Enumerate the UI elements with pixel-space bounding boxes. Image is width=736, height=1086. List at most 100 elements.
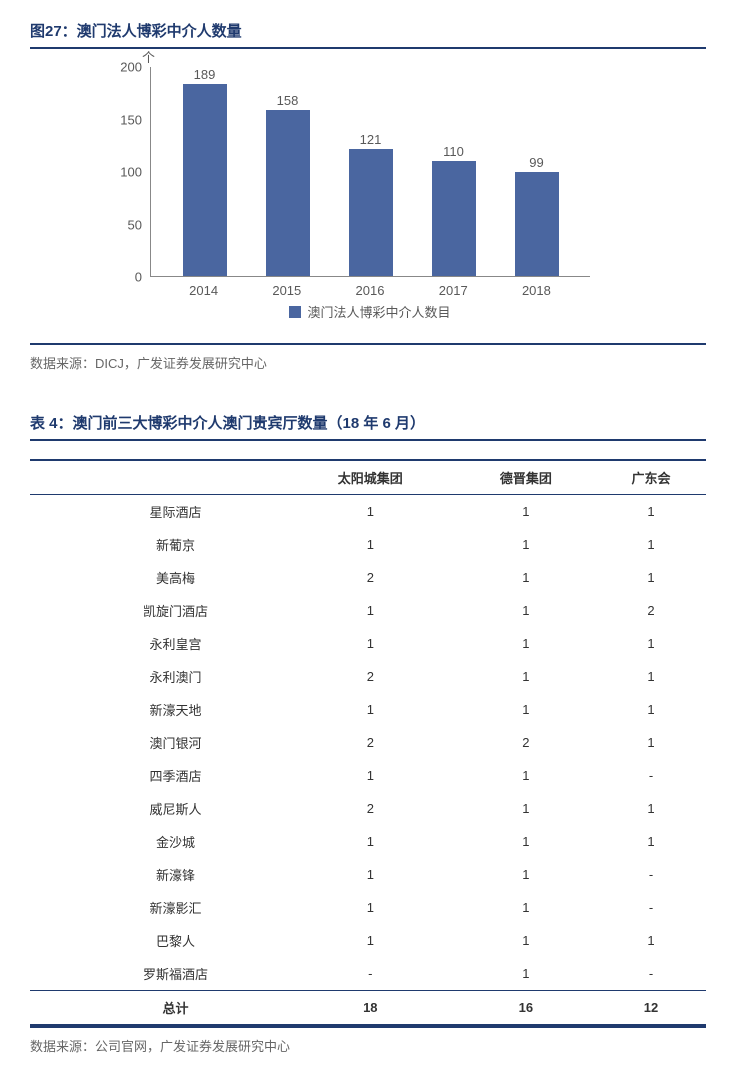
chart-plot-area: 个 050100150200 18915812111099 — [150, 67, 590, 277]
table-row: 威尼斯人211 — [30, 792, 706, 825]
table-row: 新葡京111 — [30, 528, 706, 561]
table-cell: - — [596, 957, 706, 991]
table-cell: 1 — [285, 759, 456, 792]
legend-swatch — [289, 306, 301, 318]
table-total-row: 总计181612 — [30, 991, 706, 1026]
table-cell: 永利皇宫 — [30, 627, 285, 660]
table-cell: 1 — [456, 528, 596, 561]
table-cell: 罗斯福酒店 — [30, 957, 285, 991]
y-tick: 50 — [128, 217, 150, 232]
table-row: 永利皇宫111 — [30, 627, 706, 660]
table-cell: - — [596, 858, 706, 891]
bar-slot: 110 — [412, 67, 495, 276]
table-cell: 金沙城 — [30, 825, 285, 858]
table-row: 新濠天地111 — [30, 693, 706, 726]
table-row: 金沙城111 — [30, 825, 706, 858]
table-cell: 威尼斯人 — [30, 792, 285, 825]
table-cell: 2 — [596, 594, 706, 627]
legend-label: 澳门法人博彩中介人数目 — [307, 302, 450, 321]
table-total-cell: 12 — [596, 991, 706, 1026]
bar-value-label: 110 — [443, 144, 464, 159]
table-cell: 1 — [456, 627, 596, 660]
table-cell: 1 — [596, 924, 706, 957]
bar-value-label: 121 — [360, 132, 382, 147]
bar-value-label: 99 — [529, 155, 543, 170]
chart-legend: 澳门法人博彩中介人数目 — [150, 302, 590, 321]
table-row: 永利澳门211 — [30, 660, 706, 693]
bar-value-label: 158 — [277, 93, 299, 108]
table-cell: 1 — [456, 825, 596, 858]
bar-slot: 189 — [163, 67, 246, 276]
table-cell: 新葡京 — [30, 528, 285, 561]
table-row: 四季酒店11- — [30, 759, 706, 792]
table-cell: 巴黎人 — [30, 924, 285, 957]
table-header-cell: 德晋集团 — [456, 460, 596, 495]
table-row: 星际酒店111 — [30, 495, 706, 529]
table-cell: - — [596, 891, 706, 924]
bar-rect — [266, 110, 310, 276]
table-cell: 1 — [285, 825, 456, 858]
table-row: 罗斯福酒店-1- — [30, 957, 706, 991]
bar-value-label: 189 — [194, 67, 216, 82]
data-table: 太阳城集团德晋集团广东会 星际酒店111新葡京111美高梅211凯旋门酒店112… — [30, 459, 706, 1026]
table-cell: - — [285, 957, 456, 991]
table-cell: 1 — [285, 495, 456, 529]
table-cell: 永利澳门 — [30, 660, 285, 693]
table-cell: 1 — [456, 759, 596, 792]
bar-chart: 个 050100150200 18915812111099 2014201520… — [30, 67, 706, 321]
table-total-cell: 16 — [456, 991, 596, 1026]
table-cell: 2 — [285, 660, 456, 693]
table-row: 巴黎人111 — [30, 924, 706, 957]
table-cell: 1 — [596, 495, 706, 529]
table-cell: 1 — [285, 693, 456, 726]
table-total-cell: 总计 — [30, 991, 285, 1026]
table-cell: 1 — [456, 957, 596, 991]
table-cell: 1 — [596, 693, 706, 726]
figure-title: 图27：澳门法人博彩中介人数量 — [30, 20, 706, 49]
plot-box: 189 158 121 110 99 — [150, 67, 590, 277]
x-tick-label: 2014 — [162, 283, 245, 298]
table-cell: 1 — [596, 726, 706, 759]
figure-source: 数据来源：DICJ，广发证券发展研究中心 — [30, 343, 706, 372]
table-cell: 1 — [456, 594, 596, 627]
table-cell: - — [596, 759, 706, 792]
table-header-cell — [30, 460, 285, 495]
table-cell: 1 — [285, 528, 456, 561]
table-row: 美高梅211 — [30, 561, 706, 594]
table-4-block: 表 4：澳门前三大博彩中介人澳门贵宾厅数量（18 年 6 月） 太阳城集团德晋集… — [30, 412, 706, 1055]
y-tick: 200 — [120, 60, 150, 75]
table-title: 表 4：澳门前三大博彩中介人澳门贵宾厅数量（18 年 6 月） — [30, 412, 706, 441]
bar-slot: 158 — [246, 67, 329, 276]
table-row: 新濠影汇11- — [30, 891, 706, 924]
table-row: 澳门银河221 — [30, 726, 706, 759]
table-cell: 1 — [285, 924, 456, 957]
table-cell: 新濠影汇 — [30, 891, 285, 924]
bar-slot: 121 — [329, 67, 412, 276]
table-cell: 1 — [285, 594, 456, 627]
table-cell: 1 — [596, 528, 706, 561]
table-cell: 1 — [456, 891, 596, 924]
x-tick-label: 2015 — [245, 283, 328, 298]
table-cell: 1 — [285, 891, 456, 924]
x-tick-label: 2018 — [495, 283, 578, 298]
bar-rect — [432, 161, 476, 277]
table-header-cell: 广东会 — [596, 460, 706, 495]
table-cell: 1 — [285, 627, 456, 660]
table-cell: 澳门银河 — [30, 726, 285, 759]
table-cell: 美高梅 — [30, 561, 285, 594]
y-tick: 150 — [120, 112, 150, 127]
table-cell: 2 — [285, 561, 456, 594]
table-cell: 1 — [456, 792, 596, 825]
bar-slot: 99 — [495, 67, 578, 276]
table-cell: 凯旋门酒店 — [30, 594, 285, 627]
table-cell: 1 — [456, 561, 596, 594]
table-cell: 1 — [456, 858, 596, 891]
y-tick: 0 — [135, 270, 150, 285]
table-cell: 1 — [596, 825, 706, 858]
table-total-cell: 18 — [285, 991, 456, 1026]
table-cell: 1 — [456, 495, 596, 529]
table-cell: 1 — [596, 792, 706, 825]
table-cell: 星际酒店 — [30, 495, 285, 529]
table-cell: 新濠锋 — [30, 858, 285, 891]
y-tick: 100 — [120, 165, 150, 180]
